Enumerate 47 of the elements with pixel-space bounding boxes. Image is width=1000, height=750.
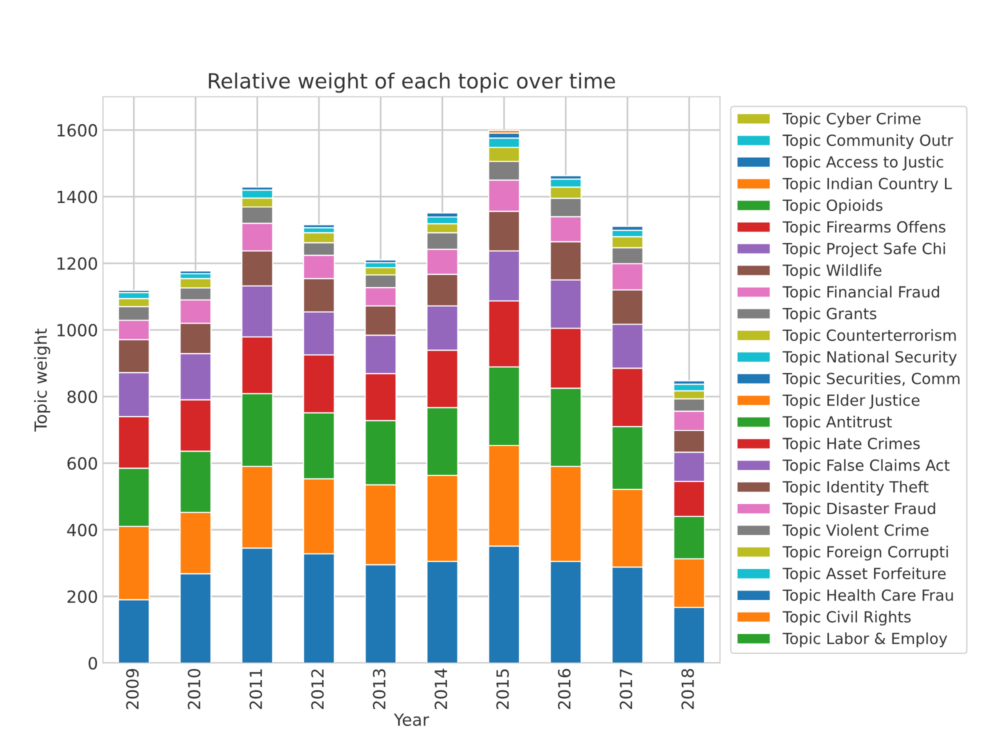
x-tick-label: 2016 (558, 668, 571, 710)
legend-label: Topic Disaster Fraud (782, 502, 936, 518)
legend-label: Topic False Claims Act (782, 459, 950, 474)
x-axis-title: Year (394, 714, 430, 726)
legend-label: Topic Health Care Frau (782, 589, 953, 604)
chart-title: Relative weight of each topic over time (208, 72, 615, 93)
legend-label: Topic Indian Country L (782, 178, 952, 192)
legend-label: Topic Securities, Comm (782, 372, 960, 388)
legend-label: Topic Access to Justic (782, 156, 944, 171)
y-tick-label: 0 (88, 656, 98, 670)
y-tick-label: 800 (67, 390, 98, 404)
legend-label: Topic National Security (782, 350, 957, 366)
legend-label: Topic Violent Crime (782, 524, 928, 539)
legend-label: Topic Cyber Crime (782, 112, 921, 128)
legend-label: Topic Opioids (782, 199, 882, 214)
y-tick-label: 1000 (58, 324, 98, 336)
x-tick-label: 2013 (372, 669, 386, 710)
legend-label: Topic Community Outr (782, 134, 954, 149)
y-tick-label: 400 (67, 524, 98, 536)
y-tick-label: 1200 (58, 257, 98, 270)
legend-label: Topic Project Safe Chi (782, 242, 945, 258)
x-tick-label: 2009 (126, 669, 139, 710)
y-tick-label: 1600 (58, 124, 98, 137)
x-tick-label: 2014 (434, 668, 448, 710)
y-tick-label: 200 (68, 590, 98, 603)
y-axis-title: Topic weight (34, 328, 50, 432)
legend-label: Topic Wildlife (782, 264, 882, 279)
legend-label: Topic Financial Fraud (782, 286, 940, 301)
legend-label: Topic Foreign Corrupti (782, 546, 948, 561)
x-tick-label: 2015 (496, 669, 509, 710)
legend-label: Topic Grants (782, 308, 876, 322)
y-tick-label: 1400 (58, 190, 98, 204)
legend-label: Topic Counterterrorism (782, 329, 956, 344)
legend-label: Topic Antitrust (782, 416, 892, 431)
x-tick-label: 2017 (620, 669, 632, 710)
legend-label: Topic Labor & Employ (782, 632, 948, 648)
x-tick-label: 2018 (681, 669, 694, 710)
legend-label: Topic Hate Crimes (782, 437, 920, 452)
y-tick-label: 600 (67, 457, 98, 470)
legend-label: Topic Firearms Offens (782, 220, 946, 236)
legend-label: Topic Identity Theft (782, 480, 929, 496)
legend-label: Topic Elder Justice (782, 394, 920, 409)
legend-label: Topic Asset Forfeiture (782, 567, 946, 582)
x-tick-label: 2012 (311, 670, 324, 710)
legend-label: Topic Civil Rights (782, 610, 911, 626)
x-tick-label: 2011 (249, 669, 262, 710)
x-tick-label: 2010 (188, 668, 200, 710)
